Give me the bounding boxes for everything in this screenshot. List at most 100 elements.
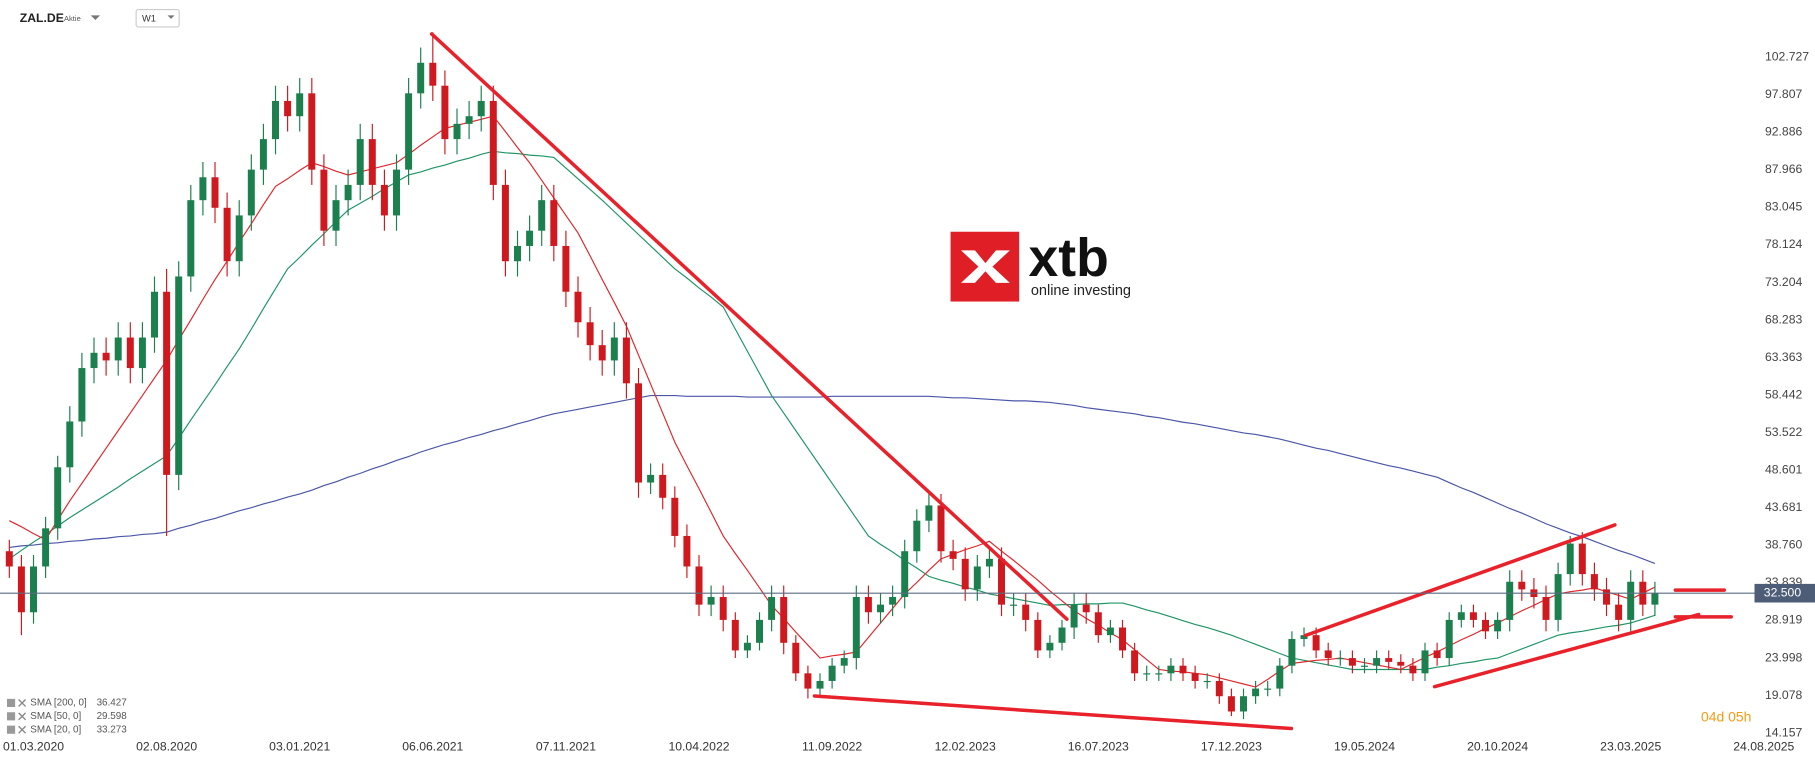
candle-body xyxy=(477,100,485,117)
candle-body xyxy=(925,505,933,521)
candle-body xyxy=(417,62,425,94)
candle-body xyxy=(1494,619,1502,632)
legend-icon xyxy=(6,712,16,721)
candle-body xyxy=(54,467,62,529)
candle-body xyxy=(598,345,606,361)
logo-brand: xtb xyxy=(1029,229,1109,288)
candle-body xyxy=(114,337,122,361)
legend-close xyxy=(18,725,27,734)
legend-name: SMA [20, 0] xyxy=(30,724,81,735)
candle-body xyxy=(1046,642,1054,651)
candle-body xyxy=(1167,665,1175,674)
candle-body xyxy=(1603,589,1610,605)
candle-body xyxy=(1143,673,1151,675)
x-tick-label: 16.07.2023 xyxy=(1068,739,1129,753)
candle-body xyxy=(1312,635,1320,651)
candle-body xyxy=(1155,673,1163,675)
candle-body xyxy=(574,291,582,323)
legend: SMA [200, 0] 36.427 SMA [50, 0] 29.598 SMA [… xyxy=(6,698,127,735)
candle-body xyxy=(671,497,679,536)
x-tick-label: 19.05.2024 xyxy=(1334,739,1395,753)
candle-body xyxy=(901,551,909,598)
candle-body xyxy=(998,558,1005,605)
candle-body xyxy=(889,597,897,605)
candle-body xyxy=(1203,680,1211,683)
x-tick-label: 12.02.2023 xyxy=(935,739,996,753)
y-tick-label: 92.886 xyxy=(1765,125,1803,139)
candle-body xyxy=(635,383,642,483)
candle-body xyxy=(840,658,848,666)
candle-body xyxy=(405,93,413,170)
y-tick-label: 28.919 xyxy=(1765,613,1803,627)
candle-body xyxy=(102,352,110,361)
candle-body xyxy=(695,566,703,605)
candle-body xyxy=(368,139,376,185)
candle-body xyxy=(780,597,788,643)
candle-body xyxy=(1421,650,1429,674)
candle-body xyxy=(429,62,437,86)
y-tick-label: 87.966 xyxy=(1765,162,1803,176)
candle-body xyxy=(1082,604,1090,613)
watermark: xtb online investing xyxy=(950,229,1131,302)
candle-body xyxy=(5,551,13,567)
candle-body xyxy=(659,474,667,498)
candle-body xyxy=(126,337,134,369)
header: ZAL.DE Aktie W1 xyxy=(20,8,180,28)
candle-body xyxy=(1469,612,1477,620)
candle-body xyxy=(1361,665,1368,667)
legend-name: SMA [200, 0] xyxy=(30,698,87,709)
trend-line xyxy=(1432,612,1701,689)
candle-body xyxy=(1070,604,1078,628)
candle-body xyxy=(42,528,50,567)
legend-icon xyxy=(6,725,16,734)
trend-line xyxy=(429,32,1069,621)
candle-body xyxy=(792,642,800,674)
candle-body xyxy=(393,169,400,216)
candle-body xyxy=(284,100,292,117)
candle-body xyxy=(1106,627,1114,636)
candle-body xyxy=(223,207,231,262)
candle-body xyxy=(1433,650,1441,659)
y-tick-label: 102.727 xyxy=(1765,49,1809,63)
sma-line xyxy=(8,150,1656,671)
y-tick-label: 23.998 xyxy=(1765,650,1803,664)
candle-body xyxy=(816,680,824,689)
y-tick-label: 48.601 xyxy=(1765,463,1803,477)
candle-body xyxy=(187,200,195,277)
interval-select[interactable] xyxy=(135,8,180,28)
candle-body xyxy=(538,200,546,231)
candle-body xyxy=(78,368,86,422)
candle-body xyxy=(1227,696,1235,712)
candle-body xyxy=(731,619,739,651)
candle-body xyxy=(1578,543,1586,575)
candle-body xyxy=(768,597,776,620)
logo-tagline: online investing xyxy=(1031,283,1131,299)
candle-body xyxy=(356,139,364,185)
candle-body xyxy=(441,85,449,140)
sma-line xyxy=(9,394,1656,564)
candle-body xyxy=(66,421,74,468)
candle-body xyxy=(1034,619,1042,651)
candle-body xyxy=(1191,673,1199,681)
candle-body xyxy=(308,93,316,170)
candle-body xyxy=(961,558,969,590)
x-tick-label: 10.04.2022 xyxy=(668,739,729,753)
symbol-dropdown[interactable] xyxy=(90,15,101,20)
y-tick-label: 73.204 xyxy=(1765,275,1803,289)
top-layer: 32.500 xyxy=(0,583,1815,603)
candle-body xyxy=(1300,635,1308,639)
candle-body xyxy=(296,93,304,117)
x-tick-label: 03.01.2021 xyxy=(269,739,330,753)
interval: W1 xyxy=(142,13,156,23)
last-price-box xyxy=(1754,583,1815,603)
candle-body xyxy=(344,184,352,201)
legend-close xyxy=(18,712,27,721)
y-tick-label: 14.157 xyxy=(1765,725,1803,739)
candle-body xyxy=(332,200,340,231)
candle-body xyxy=(756,619,763,643)
candle-body xyxy=(163,291,171,475)
candle-body xyxy=(235,215,243,262)
candle-body xyxy=(1010,604,1018,606)
axis-layer: 102.727 97.807 92.886 87.966 83.045 78.124 73.… xyxy=(3,49,1809,753)
